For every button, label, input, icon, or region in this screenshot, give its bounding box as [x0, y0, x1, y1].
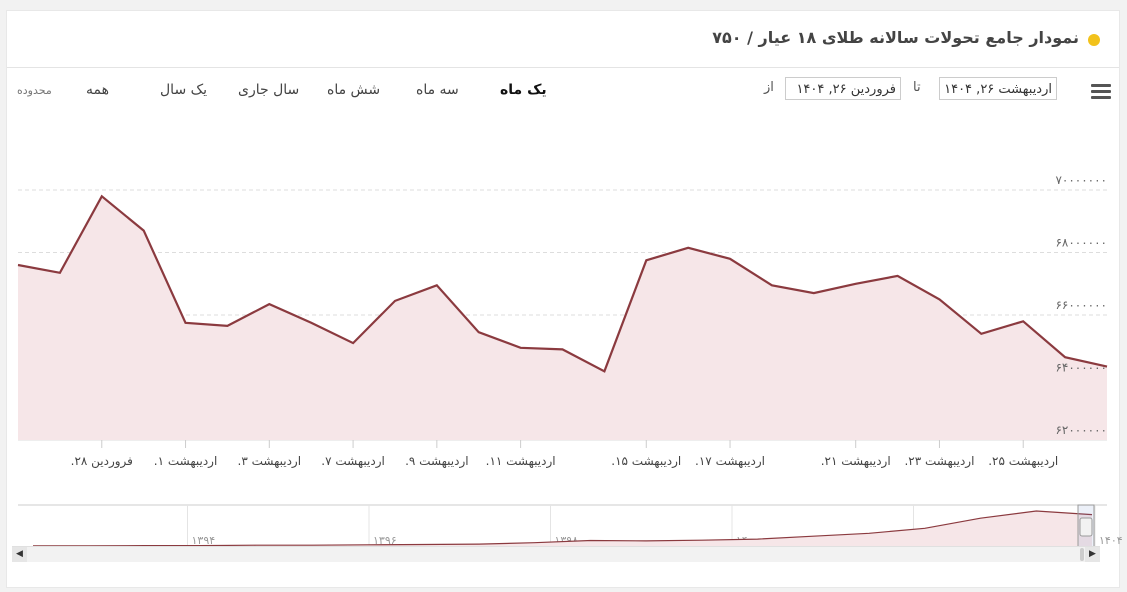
- range-button-3m[interactable]: سه ماه: [416, 82, 459, 98]
- navigator-label: ۱۳۹۴: [192, 534, 216, 547]
- x-tick-label: اردیبهشت ۲۵.: [988, 454, 1058, 469]
- x-tick-label: اردیبهشت ۲۱.: [821, 454, 891, 469]
- y-tick-label: ۶۴۰۰۰۰۰۰: [1055, 361, 1107, 375]
- y-tick-label: ۶۸۰۰۰۰۰۰: [1055, 236, 1107, 250]
- scroll-right-button[interactable]: ▶: [1085, 547, 1100, 562]
- navigator-area: [33, 511, 1092, 547]
- date-from-label: از: [764, 80, 774, 95]
- y-tick-label: ۷۰۰۰۰۰۰۰: [1055, 173, 1107, 187]
- y-tick-label: ۶۶۰۰۰۰۰۰: [1055, 298, 1107, 312]
- navigator-handle[interactable]: [1079, 517, 1093, 537]
- chart-header: نمودار جامع تحولات سالانه طلای ۱۸ عیار /…: [7, 11, 1119, 68]
- chart-area: [17, 194, 1108, 440]
- navigator: ۱۳۹۴۱۳۹۶۱۳۹۸۱۴۰۰۱۴۰۲۱۴۰۴: [18, 504, 1123, 548]
- chart-title: نمودار جامع تحولات سالانه طلای ۱۸ عیار /…: [712, 28, 1079, 47]
- scroll-left-button[interactable]: ◀: [12, 547, 27, 562]
- range-button-ytd[interactable]: سال جاری: [238, 82, 300, 98]
- x-tick-label: فروردین ۲۸.: [71, 454, 133, 469]
- range-button-all[interactable]: همه: [86, 82, 109, 98]
- y-tick-label: ۶۲۰۰۰۰۰۰: [1055, 423, 1107, 437]
- range-button-1m[interactable]: یک ماه: [500, 82, 547, 98]
- area-fill: [18, 196, 1107, 440]
- x-tick-label: اردیبهشت ۳.: [238, 454, 302, 469]
- date-to-input[interactable]: اردیبهشت ۲۶, ۱۴۰۴: [939, 77, 1057, 100]
- series-line: [17, 194, 1108, 373]
- navigator-line: [33, 510, 1093, 547]
- x-tick-label: اردیبهشت ۷.: [321, 454, 385, 469]
- y-axis-labels: ۷۰۰۰۰۰۰۰ ۶۸۰۰۰۰۰۰ ۶۶۰۰۰۰۰۰ ۶۴۰۰۰۰۰۰ ۶۲۰۰۰۰۰۰: [1055, 173, 1107, 437]
- navigator-label: ۱۴۰۴: [1099, 534, 1123, 547]
- navigator-scrollbar[interactable]: ◀ ▶: [12, 546, 1100, 562]
- date-from-input[interactable]: فروردین ۲۶, ۱۴۰۴: [785, 77, 901, 100]
- date-to-label: تا: [913, 80, 921, 95]
- yellow-dot-icon: [1088, 34, 1100, 46]
- hamburger-menu-icon[interactable]: [1091, 84, 1111, 102]
- x-tick-label: اردیبهشت ۱۷.: [695, 454, 765, 469]
- range-button-6m[interactable]: شش ماه: [327, 82, 381, 98]
- scroll-thumb[interactable]: [1080, 548, 1084, 561]
- x-tick-label: اردیبهشت ۱۵.: [611, 454, 681, 469]
- x-tick-label: اردیبهشت ۱۱.: [486, 454, 556, 469]
- x-tick-label: اردیبهشت ۹.: [405, 454, 469, 469]
- range-label: محدوده: [17, 84, 52, 97]
- x-axis-labels: فروردین ۲۸. اردیبهشت ۱. اردیبهشت ۳. اردیبهش…: [71, 440, 1058, 469]
- navigator-label: ۱۳۹۶: [373, 534, 397, 547]
- range-button-1y[interactable]: یک سال: [160, 82, 208, 98]
- x-tick-label: اردیبهشت ۱.: [154, 454, 218, 469]
- x-tick-label: اردیبهشت ۲۳.: [904, 454, 974, 469]
